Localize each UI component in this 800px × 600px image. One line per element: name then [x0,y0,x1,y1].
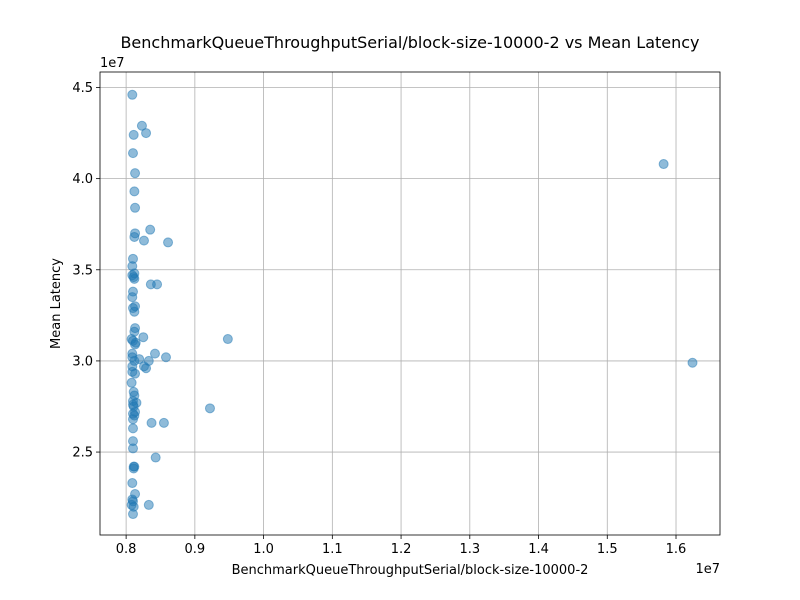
y-tick-label: 4.5 [72,81,93,96]
scatter-point [158,417,169,428]
scatter-point [127,292,138,303]
x-tick-label: 1.1 [322,542,343,557]
scatter-point [163,237,174,248]
scatter-point [687,357,698,368]
scatter-point [127,89,138,100]
y-tick-label: 4.0 [72,172,93,187]
scatter-point [126,377,137,388]
chart-title: BenchmarkQueueThroughputSerial/block-siz… [120,33,699,52]
scatter-point [152,279,163,290]
scatter-point [204,403,215,414]
scatter-point [658,159,669,170]
scatter-point [127,478,138,489]
y-tick-label: 3.5 [72,263,93,278]
scatter-point [129,306,140,317]
x-tick-label: 0.8 [116,542,137,557]
scatter-point [222,334,233,345]
scatter-point [150,452,161,463]
x-tick-label: 1.0 [253,542,274,557]
scatter-point [141,363,152,374]
y-axis-label: Mean Latency [49,258,64,349]
scatter-point [127,414,138,425]
scatter-point [145,224,156,235]
scatter-point [130,168,141,179]
x-tick-label: 1.6 [666,542,687,557]
x-tick-label: 0.9 [185,542,206,557]
scatter-point [127,423,138,434]
scatter-point [138,235,149,246]
scatter-point [129,231,140,242]
y-tick-label: 3.0 [72,354,93,369]
data-points [126,89,698,520]
x-tick-label: 1.4 [528,542,549,557]
scatter-point [127,509,138,520]
x-axis-label: BenchmarkQueueThroughputSerial/block-siz… [232,563,589,578]
axis-ticks: 0.8 0.9 1.0 1.1 1.2 1.3 1.4 1.5 1.6 2.5 3.0 3.5 4.0 4… [72,81,686,557]
x-tick-label: 1.5 [597,542,618,557]
scatter-point [146,417,157,428]
scatter-point [143,499,154,510]
y-offset-label: 1e7 [100,56,125,71]
scatter-point [127,443,138,454]
plot-frame [99,71,721,536]
scatter-point [130,339,141,350]
scatter-point [141,128,152,139]
grid-lines [100,72,720,535]
scatter-point [129,273,140,284]
scatter-point [129,186,140,197]
scatter-point [128,463,139,474]
x-offset-label: 1e7 [695,562,720,577]
scatter-point [128,129,139,140]
scatter-point [130,368,141,379]
scatter-point [138,332,149,343]
x-tick-label: 1.3 [459,542,480,557]
scatter-point [127,148,138,159]
scatter-point [149,348,160,359]
y-tick-label: 2.5 [72,446,93,461]
scatter-point [160,352,171,363]
x-tick-label: 1.2 [391,542,412,557]
scatter-point [130,202,141,213]
